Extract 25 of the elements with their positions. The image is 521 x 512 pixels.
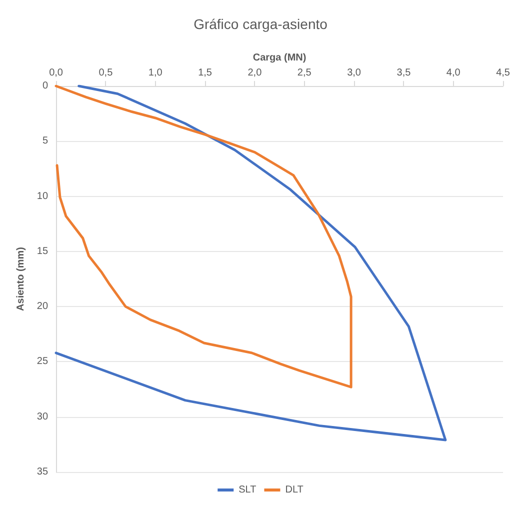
y-tick-label: 35 [36,466,48,478]
y-tick-label: 10 [36,190,48,202]
y-tick-label: 25 [36,356,48,368]
x-tick-label: 4,5 [496,68,510,78]
x-tick-label: 1,5 [198,68,212,78]
x-axis-title: Carga (MN) [252,52,306,64]
legend-label: SLT [238,484,256,496]
y-tick-label: 0 [42,80,48,92]
y-axis-title: Asiento (mm) [16,247,26,311]
y-tick-label: 30 [36,411,48,422]
y-tick-label: 5 [42,136,48,147]
line-series [54,84,447,442]
x-tick-label: 3,0 [347,68,362,78]
y-tick-label: 15 [36,246,48,257]
x-tick-label: 4,0 [446,68,461,78]
y-tick-label: 20 [36,301,48,312]
legend-label: DLT [285,484,304,496]
x-tick-label: 3,5 [396,68,412,78]
x-tick-label: 0,0 [49,68,64,78]
x-tick-label: 0,5 [98,68,114,78]
x-tick-label: 1,0 [148,68,163,78]
chart-title: Gráfico carga-asiento [194,16,328,32]
x-tick-label: 2,0 [248,68,262,78]
x-tick-label: 2,5 [297,68,312,78]
line-series [54,84,352,388]
